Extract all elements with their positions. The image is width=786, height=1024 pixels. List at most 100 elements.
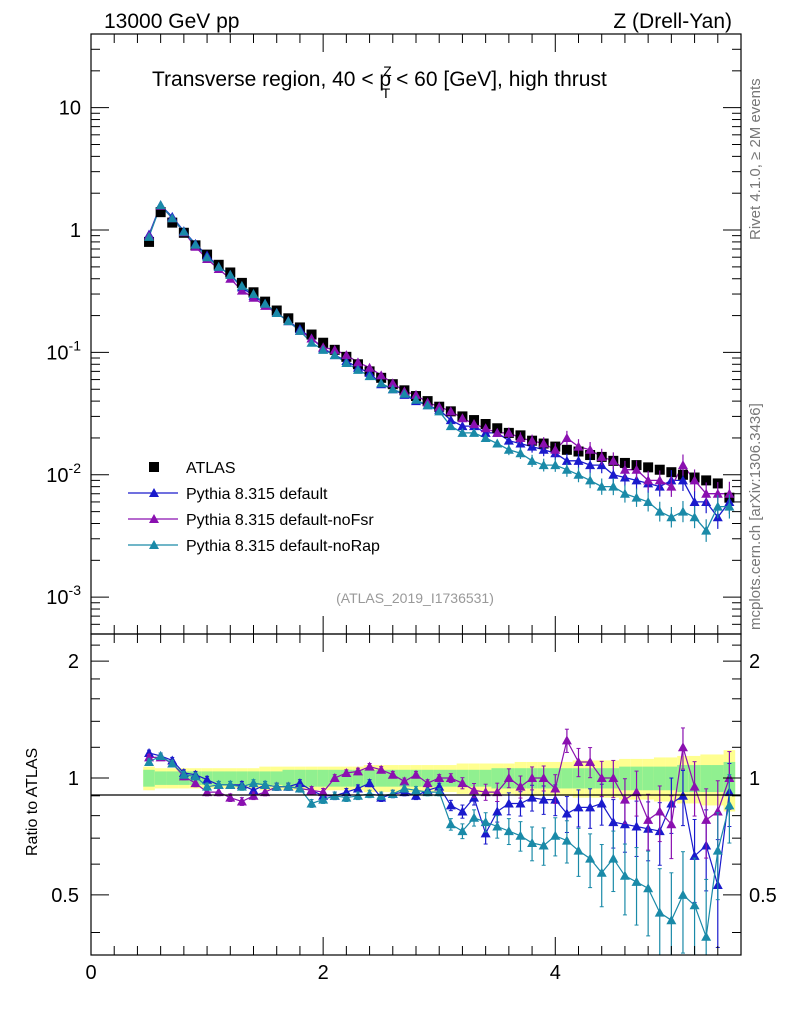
mc-point [469, 427, 480, 437]
data-point [155, 207, 166, 218]
mc-point [643, 496, 654, 506]
legend-item: Pythia 8.315 default [128, 486, 328, 503]
ratio-point [329, 773, 340, 783]
ratio-point [585, 802, 596, 812]
ratio-y-tick-label-right: 2 [749, 651, 760, 673]
mc-point [294, 325, 305, 335]
ratio-point [689, 850, 700, 860]
ratio-point [527, 792, 538, 802]
ratio-point [364, 778, 375, 788]
mc-point [480, 423, 491, 433]
mc-point [260, 298, 271, 308]
uncertainty-band-inner [317, 769, 329, 787]
ratio-point [654, 907, 665, 917]
mc-point [503, 427, 514, 437]
mc-point [329, 350, 340, 360]
ratio-point [445, 800, 456, 810]
ratio-point [248, 778, 259, 788]
mc-point [631, 475, 642, 485]
uncertainty-band-inner [700, 765, 712, 793]
mc-point [306, 337, 317, 347]
mc-point [236, 285, 247, 295]
legend: ATLAS Pythia 8.315 default Pythia 8.315 de… [128, 460, 380, 555]
mc-point [712, 501, 723, 511]
main-series [144, 200, 735, 542]
ratio-point [294, 783, 305, 793]
uncertainty-band-inner [479, 769, 492, 787]
ratio-point [573, 845, 584, 855]
ratio-point [712, 845, 723, 855]
ratio-point [561, 808, 572, 818]
ratio-point [445, 819, 456, 829]
mc-point [654, 475, 665, 485]
ratio-point [515, 781, 526, 791]
legend-label: Pythia 8.315 default [186, 486, 328, 503]
ratio-point [608, 773, 619, 783]
mc-point [677, 506, 688, 516]
mc-point [654, 506, 665, 516]
ratio-point [631, 787, 642, 797]
uncertainty-band-inner [468, 769, 480, 787]
ratio-point [213, 787, 224, 797]
header-right: Z (Drell-Yan) [613, 10, 732, 33]
ratio-point [538, 794, 549, 804]
legend-marker [149, 540, 159, 549]
mc-point [480, 427, 491, 437]
mc-point [469, 419, 480, 429]
ratio-y-tick-label-right: 0.5 [749, 885, 777, 907]
ratio-point [399, 783, 410, 793]
uncertainty-band-inner [561, 768, 573, 789]
mc-point [457, 427, 468, 437]
uncertainty-band-inner [212, 771, 225, 785]
mc-point [341, 357, 352, 367]
ratio-point [155, 750, 166, 760]
ratio-point [306, 785, 317, 795]
mc-point [492, 438, 503, 448]
ratio-point [596, 798, 607, 808]
mc-point [596, 451, 607, 461]
mc-point [376, 378, 387, 388]
mc-point [411, 389, 421, 399]
ratio-frame [90, 633, 742, 956]
ratio-point [619, 794, 630, 804]
ratio-point [422, 787, 433, 797]
mc-point [631, 492, 642, 502]
ratio-point [236, 781, 247, 791]
mc-point [608, 469, 619, 479]
uncertainty-band-inner [572, 768, 585, 789]
y-tick-label: 10-1 [46, 337, 81, 364]
uncertainty-band-inner [154, 771, 167, 785]
uncertainty-band-inner [282, 769, 295, 787]
watermark: (ATLAS_2019_I1736531) [336, 590, 494, 606]
y-tick-label: 10-3 [46, 582, 81, 609]
mc-point [550, 444, 561, 454]
y-tick-label: 10 [59, 98, 81, 120]
mc-point [225, 269, 236, 279]
ratio-point [318, 787, 329, 797]
legend-marker [149, 488, 159, 497]
ratio-point [515, 830, 526, 840]
mc-point [422, 400, 433, 410]
mc-point [689, 496, 700, 506]
ratio-point [225, 779, 236, 789]
uncertainty-band-inner [375, 769, 387, 787]
ratio-point [503, 798, 514, 808]
mc-point [364, 371, 375, 381]
ratio-y-tick-label: 1 [68, 768, 79, 790]
uncertainty-band-inner [642, 766, 654, 791]
mc-point [619, 464, 630, 474]
mc-point [352, 357, 363, 367]
ratio-point [190, 778, 201, 788]
series-line [148, 203, 730, 519]
mc-point [643, 475, 654, 485]
mc-point [457, 421, 468, 431]
main-ticks: 10-3 10-2 10-1 1 10 [46, 33, 742, 635]
uncertainty-band-inner [166, 771, 179, 785]
ratio-point [202, 787, 213, 797]
uncertainty-band-inner [259, 771, 271, 785]
ratio-point [701, 814, 712, 824]
legend-label: Pythia 8.315 default-noFsr [186, 512, 374, 529]
ratio-point [573, 802, 584, 812]
ratio-point [144, 756, 155, 766]
mc-point [178, 226, 189, 236]
